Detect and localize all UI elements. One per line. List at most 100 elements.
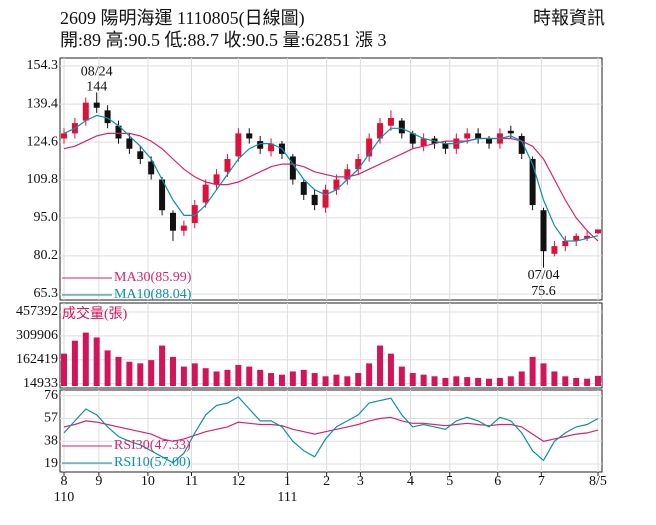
volume-bar — [551, 371, 558, 386]
x-tick-label: 1 — [284, 474, 291, 489]
volume-bar — [584, 378, 591, 386]
volume-bar — [224, 369, 231, 386]
candle-body — [104, 110, 111, 124]
volume-bar — [377, 345, 384, 386]
volume-bar — [115, 356, 122, 386]
candle-body — [268, 143, 275, 152]
volume-bar — [61, 353, 67, 386]
candle-body — [387, 118, 394, 126]
volume-bar — [159, 345, 166, 386]
indicator-line — [63, 396, 599, 464]
candle-body — [61, 133, 67, 139]
x-tick-label: 3 — [357, 474, 364, 489]
y-tick-label: 57 — [44, 411, 58, 426]
legend-label: MA10(88.04) — [114, 287, 192, 302]
candle-body — [235, 133, 242, 157]
volume-bar — [137, 363, 144, 386]
legend-label: RSI10(57.00) — [114, 455, 191, 470]
candle-body — [333, 179, 340, 190]
volume-bar — [104, 350, 111, 386]
candle-body — [475, 133, 482, 139]
candle-body — [442, 143, 449, 149]
candle-body — [257, 141, 264, 149]
x-tick-label: 2 — [323, 474, 330, 489]
volume-bar — [366, 363, 373, 386]
year-label: 110 — [54, 490, 74, 505]
volume-bar — [202, 368, 209, 386]
volume-bar — [169, 356, 176, 386]
y-tick-label: 309906 — [16, 328, 58, 343]
x-tick-label: 6 — [494, 474, 501, 489]
volume-bar — [431, 376, 438, 386]
volume-bar — [442, 377, 449, 386]
annotation-date: 08/24 — [81, 65, 113, 80]
price-summary: 開:89 高:90.5 低:88.7 收:90.5 量:62851 漲 3 — [60, 30, 387, 50]
candle-body — [115, 125, 122, 139]
volume-bar — [409, 373, 416, 386]
candle-body — [377, 123, 384, 139]
candle-body — [551, 246, 558, 254]
volume-bar — [289, 371, 296, 386]
x-tick-label: 11 — [185, 474, 198, 489]
volume-bar — [453, 376, 460, 386]
indicator-line — [63, 416, 599, 442]
candle-body — [355, 158, 362, 170]
chart-title: 2609 陽明海運 1110805(日線圖) — [60, 8, 305, 29]
candle-body — [398, 120, 405, 134]
candle-body — [148, 161, 155, 175]
x-tick-label: 12 — [231, 474, 245, 489]
candle-body — [584, 235, 591, 239]
candle-body — [464, 133, 471, 139]
y-tick-label: 109.8 — [27, 172, 59, 187]
x-tick-label: 8 — [61, 474, 68, 489]
volume-bar — [562, 376, 569, 386]
candle-body — [93, 102, 100, 108]
volume-bar — [213, 371, 220, 386]
y-tick-label: 14933 — [23, 376, 58, 391]
volume-bar — [387, 353, 394, 386]
volume-bar — [322, 376, 329, 386]
x-tick-label: 4 — [407, 474, 414, 489]
x-tick-label: 7 — [538, 474, 545, 489]
volume-bar — [235, 364, 242, 386]
volume-bar — [246, 366, 253, 386]
y-tick-label: 95.0 — [34, 210, 59, 225]
candle-body — [486, 138, 493, 144]
panel-frame — [59, 389, 603, 473]
candle-body — [246, 133, 253, 139]
volume-bar — [518, 371, 525, 386]
volume-bar — [595, 375, 601, 386]
x-tick-label: 9 — [95, 474, 102, 489]
candle-body — [159, 179, 166, 211]
volume-bar — [311, 373, 318, 386]
source: 時報資訊 — [533, 8, 605, 28]
candle-body — [518, 135, 525, 154]
volume-bar — [82, 332, 89, 386]
candle-body — [82, 102, 89, 121]
candle-body — [137, 151, 144, 159]
y-tick-label: 457392 — [16, 304, 58, 319]
volume-bar — [507, 376, 514, 386]
y-tick-label: 76 — [44, 388, 58, 403]
volume-bar — [93, 337, 100, 386]
volume-bar — [191, 363, 198, 386]
volume-bar — [420, 374, 427, 386]
volume-bar — [257, 369, 264, 386]
candle-body — [322, 189, 329, 208]
candle-body — [311, 194, 318, 206]
candle-body — [507, 130, 514, 134]
x-tick-label: 10 — [141, 474, 155, 489]
candle-body — [573, 235, 580, 241]
x-tick-label: 5 — [446, 474, 453, 489]
panel-frame — [59, 57, 603, 301]
candle-body — [344, 169, 351, 180]
annotation-value: 75.6 — [531, 284, 556, 299]
panel-title: 成交量(張) — [62, 305, 128, 322]
candle-body — [540, 210, 547, 252]
candle-body — [366, 138, 373, 157]
indicator-line — [63, 132, 599, 242]
annotation-value: 144 — [86, 80, 107, 95]
candle-body — [300, 182, 307, 195]
y-tick-label: 80.2 — [34, 248, 59, 263]
y-tick-label: 139.4 — [27, 96, 59, 111]
